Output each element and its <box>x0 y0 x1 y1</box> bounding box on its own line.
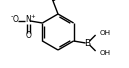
Text: O: O <box>13 16 18 24</box>
Text: O: O <box>25 31 31 41</box>
Text: -: - <box>10 13 13 19</box>
Text: B: B <box>84 38 91 48</box>
Text: OH: OH <box>100 50 111 56</box>
Text: OH: OH <box>100 30 111 36</box>
Text: N: N <box>26 16 31 24</box>
Text: +: + <box>31 14 35 19</box>
